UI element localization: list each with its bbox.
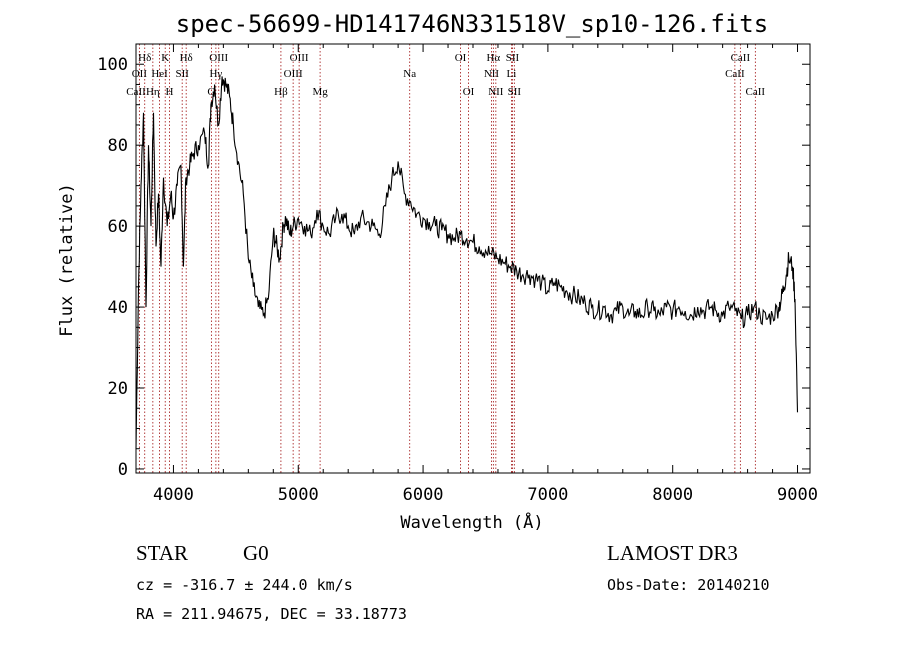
coordinates-readout: RA = 211.94675, DEC = 33.18773	[136, 605, 407, 623]
object-subclass: G0	[243, 541, 269, 565]
emission-line-label: OIII	[290, 52, 309, 64]
emission-line-label: Li	[507, 68, 517, 80]
emission-line-label: OI	[463, 86, 475, 98]
emission-line-label: CaII	[725, 68, 745, 80]
emission-line-label: Hγ	[209, 68, 222, 80]
emission-line-label: Na	[403, 68, 416, 80]
chart-title: spec-56699-HD141746N331518V_sp10-126.fit…	[176, 10, 768, 38]
emission-line-label: CaII	[746, 86, 766, 98]
y-tick-label: 40	[108, 298, 128, 318]
emission-line-label: SII	[506, 52, 520, 64]
y-tick-label: 80	[108, 136, 128, 156]
emission-line-label: HeI	[151, 68, 168, 80]
emission-line-label: Mg	[312, 86, 328, 98]
x-tick-label: 8000	[652, 485, 693, 505]
y-axis-label: Flux (relative)	[57, 183, 77, 337]
y-axis-ticks: 0 20 40 60 80 100	[97, 55, 810, 480]
y-tick-label: 100	[97, 55, 128, 75]
emission-line-label: CaII	[731, 52, 751, 64]
y-tick-label: 0	[118, 460, 128, 480]
x-axis-ticks: 4000 5000 6000 7000 8000 9000	[153, 44, 818, 505]
y-tick-label: 20	[108, 379, 128, 399]
emission-line-label: G	[207, 86, 215, 98]
emission-line-label: Hδ	[138, 52, 151, 64]
emission-line-label: NII	[484, 68, 500, 80]
emission-line-label: Hβ	[274, 86, 288, 98]
emission-line-label: Hη	[146, 86, 160, 98]
object-class: STAR	[136, 541, 188, 565]
emission-line-label: Hδ	[180, 52, 193, 64]
x-tick-label: 9000	[777, 485, 818, 505]
emission-line-label: Hα	[486, 52, 500, 64]
flux-series-line	[135, 76, 799, 449]
x-axis-label: Wavelength (Å)	[400, 511, 543, 533]
observation-date: Obs-Date: 20140210	[607, 576, 770, 594]
plot-frame	[135, 43, 811, 474]
emission-line-label: OII	[132, 68, 148, 80]
emission-line-label: H	[165, 86, 173, 98]
x-tick-label: 6000	[403, 485, 444, 505]
survey-name: LAMOST DR3	[607, 541, 738, 565]
x-tick-label: 4000	[153, 485, 194, 505]
emission-line-label: NII	[488, 86, 504, 98]
redshift-readout: cz = -316.7 ± 244.0 km/s	[136, 576, 353, 594]
emission-line-label: OIII	[284, 68, 303, 80]
emission-line-label: SII	[175, 68, 189, 80]
x-tick-label: 7000	[527, 485, 568, 505]
emission-line-label: SII	[508, 86, 522, 98]
emission-line-label: K	[161, 52, 169, 64]
x-tick-label: 5000	[278, 485, 319, 505]
emission-line-label: OIII	[209, 52, 228, 64]
y-tick-label: 60	[108, 217, 128, 237]
emission-line-label: OI	[455, 52, 467, 64]
emission-line-markers	[135, 44, 756, 473]
